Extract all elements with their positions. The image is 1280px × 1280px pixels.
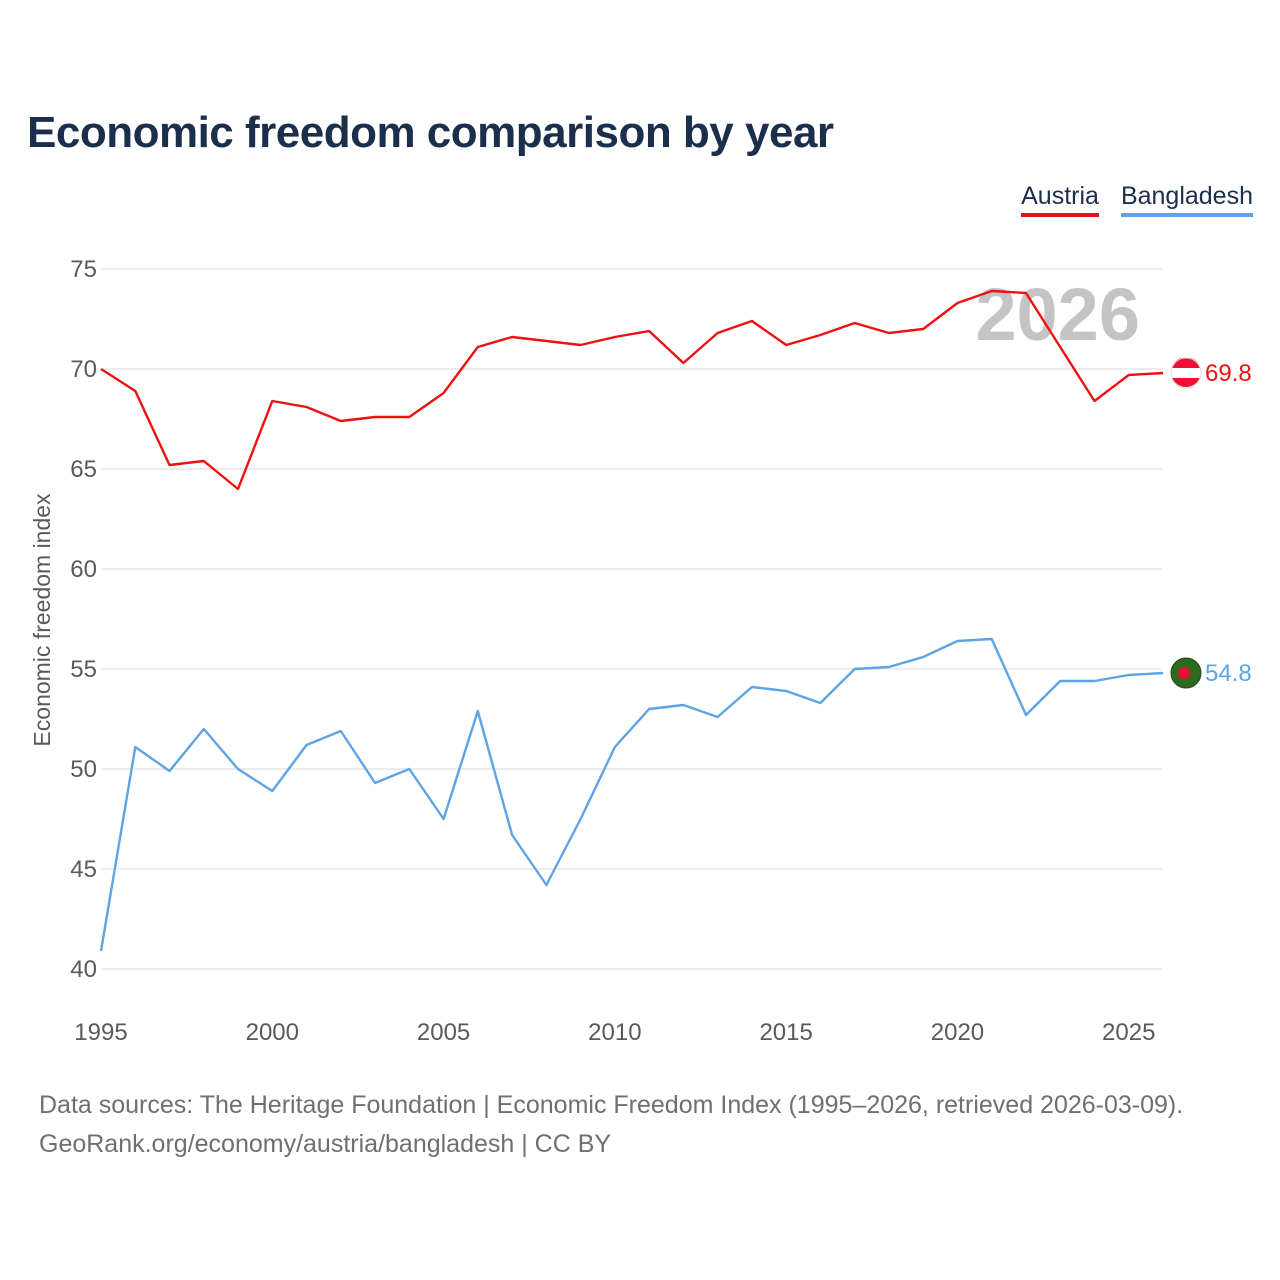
legend-item-austria[interactable]: Austria (1021, 182, 1099, 217)
y-tick-label-50: 50 (70, 756, 97, 783)
bangladesh-flag-icon (1170, 657, 1202, 689)
y-tick-label-75: 75 (70, 256, 97, 283)
page-title: Economic freedom comparison by year (27, 108, 834, 157)
y-tick-label-70: 70 (70, 356, 97, 383)
series-line-bangladesh (99, 637, 1164, 952)
x-tick-label-2010: 2010 (588, 1019, 641, 1046)
x-tick-label-2025: 2025 (1102, 1019, 1155, 1046)
x-tick-label-2000: 2000 (246, 1019, 299, 1046)
x-tick-label-2005: 2005 (417, 1019, 470, 1046)
end-value-label-bangladesh: 54.8 (1205, 660, 1252, 687)
y-axis-label: Economic freedom index (29, 493, 55, 747)
footer: Data sources: The Heritage Foundation | … (39, 1086, 1183, 1164)
y-tick-label-60: 60 (70, 556, 97, 583)
x-tick-label-1995: 1995 (74, 1019, 127, 1046)
end-value-label-austria: 69.8 (1205, 360, 1252, 387)
legend-item-bangladesh[interactable]: Bangladesh (1120, 182, 1253, 217)
legend: Austria Bangladesh (1021, 182, 1253, 217)
y-tick-label-65: 65 (70, 456, 97, 483)
x-tick-label-2015: 2015 (759, 1019, 812, 1046)
source-url-text: GeoRank.org/economy/austria/bangladesh |… (39, 1130, 612, 1158)
y-tick-label-45: 45 (70, 856, 97, 883)
x-tick-label-2020: 2020 (931, 1019, 984, 1046)
line-chart: 40 45 50 55 60 65 70 75 1995 2000 2005 2010 2015 202… (29, 256, 1252, 1046)
y-tick-label-40: 40 (70, 956, 97, 983)
austria-flag-icon (1170, 357, 1202, 389)
data-source-text: Data sources: The Heritage Foundation | … (39, 1091, 1184, 1119)
y-tick-label-55: 55 (70, 656, 97, 683)
series-line-austria (100, 289, 1164, 491)
